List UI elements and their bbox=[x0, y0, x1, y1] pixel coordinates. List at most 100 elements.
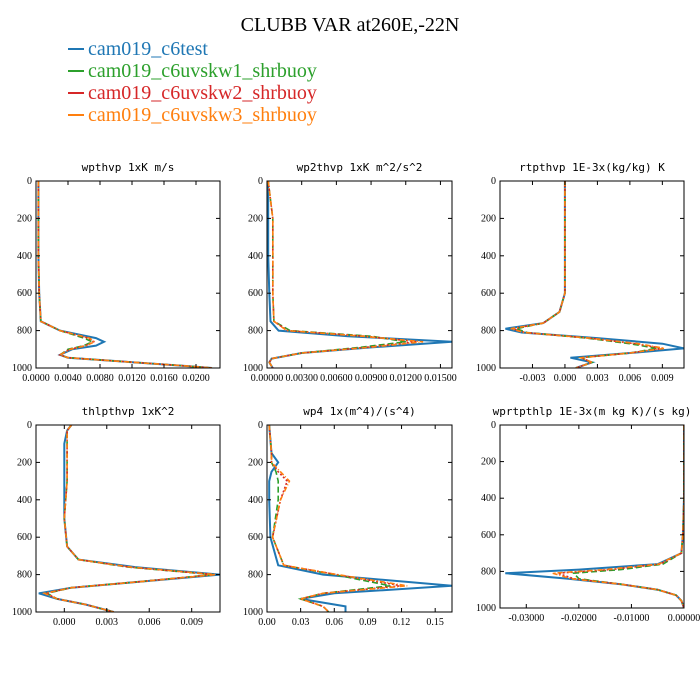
y-tick-label: 600 bbox=[481, 530, 496, 541]
panel-title: wpthvp 1xK m/s bbox=[82, 161, 175, 174]
x-tick-label: 0.15 bbox=[426, 617, 444, 628]
series-line bbox=[512, 181, 663, 368]
x-tick-label: 0.0040 bbox=[54, 373, 82, 384]
y-tick-label: 0 bbox=[27, 176, 32, 187]
panel-title: thlpthvp 1xK^2 bbox=[82, 405, 175, 418]
panel-title: wp2thvp 1xK m^2/s^2 bbox=[297, 161, 423, 174]
y-tick-label: 0 bbox=[27, 420, 32, 431]
series-line bbox=[38, 425, 220, 612]
x-tick-label: 0.00000 bbox=[251, 373, 284, 384]
series-line bbox=[505, 181, 684, 368]
x-tick-label: 0.006 bbox=[619, 373, 642, 384]
y-tick-label: 1000 bbox=[12, 363, 32, 374]
y-tick-label: 600 bbox=[17, 532, 32, 543]
legend-swatch bbox=[68, 114, 84, 116]
series-line bbox=[37, 181, 213, 368]
legend-label: cam019_c6uvskw1_shrbuoy bbox=[88, 60, 317, 82]
plot-frame bbox=[499, 180, 685, 369]
panel-title: rtpthvp 1E-3x(kg/kg) K bbox=[519, 161, 665, 174]
y-tick-label: 0 bbox=[491, 420, 496, 431]
panel: wprtpthlp 1E-3x(m kg K)/(s kg) 0 200 400 600… bbox=[476, 405, 700, 624]
series-line bbox=[552, 425, 684, 608]
legend-item: cam019_c6test bbox=[68, 38, 317, 60]
y-tick-label: 200 bbox=[481, 457, 496, 468]
y-tick-label: 600 bbox=[248, 288, 263, 299]
legend-swatch bbox=[68, 70, 84, 72]
panel-title: wp4 1x(m^4)/(s^4) bbox=[303, 405, 416, 418]
legend-label: cam019_c6test bbox=[88, 38, 208, 60]
x-tick-label: 0.000 bbox=[53, 617, 76, 628]
plot-frame bbox=[266, 180, 453, 369]
y-tick-label: 0 bbox=[258, 420, 263, 431]
y-tick-label: 600 bbox=[481, 288, 496, 299]
legend-swatch bbox=[68, 92, 84, 94]
y-tick-label: 800 bbox=[248, 326, 263, 337]
x-tick-label: 0.12 bbox=[393, 617, 411, 628]
x-tick-label: -0.03000 bbox=[508, 613, 544, 624]
y-tick-label: 800 bbox=[17, 326, 32, 337]
y-tick-label: 1000 bbox=[476, 363, 496, 374]
plot-frame bbox=[35, 424, 221, 613]
y-tick-label: 400 bbox=[481, 251, 496, 262]
x-tick-label: 0.06 bbox=[326, 617, 344, 628]
legend-item: cam019_c6uvskw2_shrbuoy bbox=[68, 82, 317, 104]
x-tick-label: -0.02000 bbox=[561, 613, 597, 624]
y-tick-label: 200 bbox=[248, 457, 263, 468]
series-line bbox=[37, 181, 213, 368]
y-tick-label: 400 bbox=[248, 495, 263, 506]
y-tick-label: 200 bbox=[17, 457, 32, 468]
y-tick-label: 400 bbox=[17, 495, 32, 506]
x-tick-label: 0.009 bbox=[180, 617, 203, 628]
y-tick-label: 0 bbox=[491, 176, 496, 187]
x-tick-label: 0.00 bbox=[258, 617, 276, 628]
plot-frame bbox=[266, 424, 453, 613]
x-tick-label: 0.00900 bbox=[355, 373, 388, 384]
series-line bbox=[268, 425, 391, 612]
legend: cam019_c6test cam019_c6uvskw1_shrbuoy ca… bbox=[68, 38, 317, 126]
y-tick-label: 800 bbox=[248, 570, 263, 581]
legend-swatch bbox=[68, 48, 84, 50]
series-line bbox=[267, 181, 406, 368]
x-tick-label: 0.00600 bbox=[320, 373, 353, 384]
x-tick-label: 0.09 bbox=[359, 617, 377, 628]
legend-item: cam019_c6uvskw1_shrbuoy bbox=[68, 60, 317, 82]
x-tick-label: 0.003 bbox=[586, 373, 609, 384]
y-tick-label: 1000 bbox=[476, 603, 496, 614]
y-tick-label: 400 bbox=[481, 493, 496, 504]
series-line bbox=[267, 181, 452, 368]
y-tick-label: 400 bbox=[248, 251, 263, 262]
x-tick-label: -0.01000 bbox=[614, 613, 650, 624]
x-tick-label: 0.0080 bbox=[86, 373, 114, 384]
y-tick-label: 200 bbox=[17, 213, 32, 224]
plot-frame bbox=[499, 424, 685, 609]
panel-title: wprtpthlp 1E-3x(m kg K)/(s kg) bbox=[493, 405, 692, 418]
x-tick-label: 0.00000 bbox=[668, 613, 700, 624]
y-tick-label: 0 bbox=[258, 176, 263, 187]
panel: rtpthvp 1E-3x(kg/kg) K 0 200 400 600 800 1000 -… bbox=[476, 161, 685, 384]
series-line bbox=[267, 181, 418, 368]
panel: thlpthvp 1xK^2 0 200 400 600 800 1000 0.000 0.00… bbox=[12, 405, 221, 628]
x-tick-label: 0.0160 bbox=[150, 373, 178, 384]
y-tick-label: 200 bbox=[481, 213, 496, 224]
y-tick-label: 1000 bbox=[243, 607, 263, 618]
series-line bbox=[268, 425, 408, 612]
y-tick-label: 800 bbox=[481, 326, 496, 337]
series-line bbox=[37, 181, 213, 368]
legend-item: cam019_c6uvskw3_shrbuoy bbox=[68, 104, 317, 126]
series-line bbox=[45, 425, 213, 612]
x-tick-label: 0.000 bbox=[554, 373, 577, 384]
x-tick-label: 0.03 bbox=[292, 617, 310, 628]
series-line bbox=[510, 181, 665, 368]
y-tick-label: 400 bbox=[17, 251, 32, 262]
y-tick-label: 1000 bbox=[12, 607, 32, 618]
y-tick-label: 600 bbox=[248, 532, 263, 543]
legend-label: cam019_c6uvskw2_shrbuoy bbox=[88, 82, 317, 104]
series-line bbox=[43, 425, 215, 612]
y-tick-label: 200 bbox=[248, 213, 263, 224]
series-line bbox=[268, 425, 452, 612]
x-tick-label: 0.009 bbox=[651, 373, 674, 384]
x-tick-label: 0.01500 bbox=[424, 373, 457, 384]
